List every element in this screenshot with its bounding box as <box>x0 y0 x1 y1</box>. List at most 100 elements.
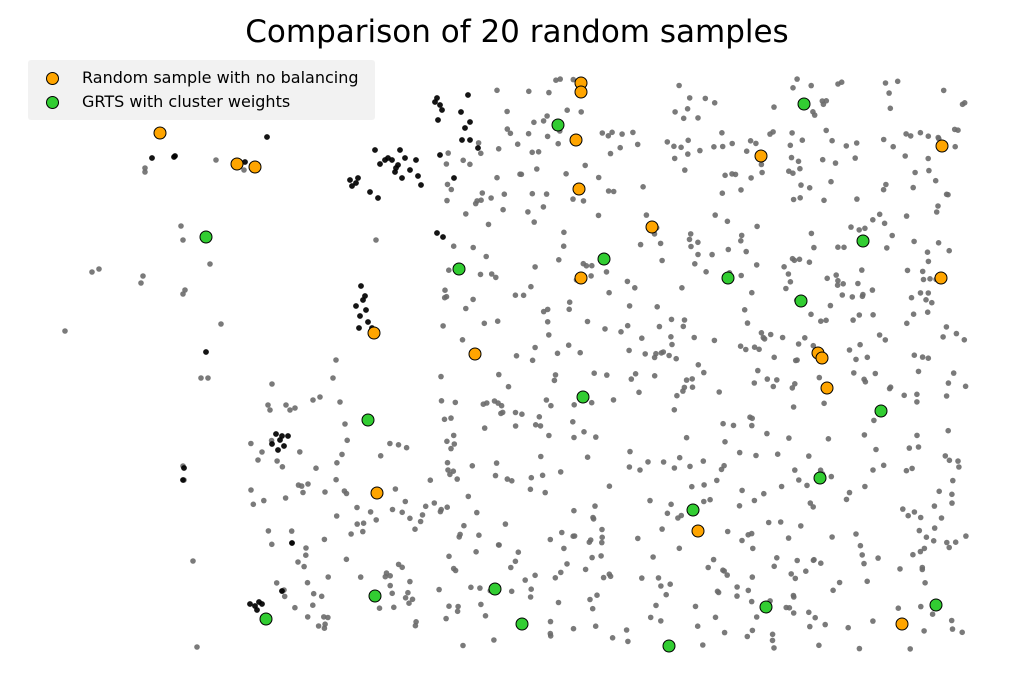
cluster-point <box>264 134 270 140</box>
population-point <box>600 574 607 581</box>
population-point <box>748 598 755 605</box>
population-point <box>678 144 684 151</box>
population-point <box>671 143 677 150</box>
population-point <box>748 530 755 537</box>
random-sample-marker <box>569 133 583 147</box>
population-point <box>544 113 550 119</box>
population-point <box>839 292 846 298</box>
population-point <box>610 397 617 403</box>
population-point <box>940 334 946 340</box>
population-point <box>412 526 418 532</box>
population-point <box>659 526 665 532</box>
population-point <box>288 528 295 534</box>
population-point <box>932 177 939 184</box>
population-point <box>395 442 402 448</box>
population-point <box>911 352 918 359</box>
population-point <box>664 139 671 145</box>
population-point <box>459 337 466 343</box>
population-point <box>213 157 219 163</box>
population-point <box>297 449 303 455</box>
population-point <box>650 554 656 560</box>
population-point <box>495 542 502 548</box>
population-point <box>517 171 523 177</box>
population-point <box>267 407 273 413</box>
population-point <box>580 260 587 267</box>
legend-entry-grts: GRTS with cluster weights <box>28 90 375 114</box>
population-point <box>640 184 646 190</box>
population-point <box>599 539 605 546</box>
population-point <box>494 174 500 181</box>
population-point <box>534 166 540 172</box>
population-point <box>749 627 756 634</box>
population-point <box>786 435 792 441</box>
population-point <box>743 148 750 154</box>
population-point <box>875 555 881 561</box>
population-point <box>668 501 674 508</box>
random-sample-marker <box>153 126 167 140</box>
population-point <box>818 560 824 566</box>
population-point <box>949 500 955 506</box>
population-point <box>712 212 718 218</box>
cluster-point <box>254 607 260 613</box>
population-point <box>729 171 735 177</box>
population-point <box>862 379 869 385</box>
cluster-point <box>413 157 419 163</box>
population-point <box>758 161 765 168</box>
population-point <box>829 137 835 144</box>
population-point <box>504 476 511 482</box>
population-point <box>656 323 663 330</box>
population-point <box>671 155 678 162</box>
population-point <box>846 489 853 496</box>
population-point <box>525 130 532 137</box>
population-point <box>635 535 641 542</box>
population-point <box>465 493 472 500</box>
population-point <box>508 564 514 571</box>
population-point <box>668 316 675 323</box>
population-point <box>770 129 776 135</box>
population-point <box>427 477 434 484</box>
population-point <box>528 474 535 481</box>
population-point <box>804 482 810 489</box>
legend-marker-grts <box>46 96 59 109</box>
cluster-point <box>279 588 285 594</box>
population-point <box>478 197 484 203</box>
population-point <box>919 566 926 573</box>
population-point <box>676 545 683 552</box>
population-point <box>689 483 695 490</box>
population-point <box>300 489 306 496</box>
population-point <box>140 273 146 279</box>
population-point <box>695 239 701 246</box>
population-point <box>738 187 744 193</box>
population-point <box>845 624 851 631</box>
population-point <box>673 355 679 362</box>
grts-sample-marker <box>929 598 943 612</box>
population-point <box>558 569 564 576</box>
population-point <box>675 515 681 521</box>
population-point <box>668 334 674 340</box>
population-point <box>719 143 726 150</box>
population-point <box>333 476 339 483</box>
population-point <box>637 241 644 248</box>
population-point <box>450 243 457 249</box>
population-point <box>853 140 860 146</box>
population-point <box>747 138 754 144</box>
population-point <box>584 318 591 325</box>
population-point <box>676 82 682 89</box>
population-point <box>607 150 614 157</box>
population-point <box>595 212 602 219</box>
cluster-point <box>418 182 424 188</box>
population-point <box>389 590 396 597</box>
population-point <box>504 126 511 132</box>
population-point <box>884 245 890 251</box>
population-point <box>751 344 758 351</box>
population-point <box>138 280 144 286</box>
population-point <box>317 394 323 400</box>
population-point <box>843 143 850 149</box>
population-point <box>674 392 680 399</box>
population-point <box>929 299 935 306</box>
population-point <box>798 523 804 529</box>
population-point <box>606 289 612 296</box>
population-point <box>664 510 671 517</box>
population-point <box>911 238 917 245</box>
population-point <box>821 400 827 407</box>
